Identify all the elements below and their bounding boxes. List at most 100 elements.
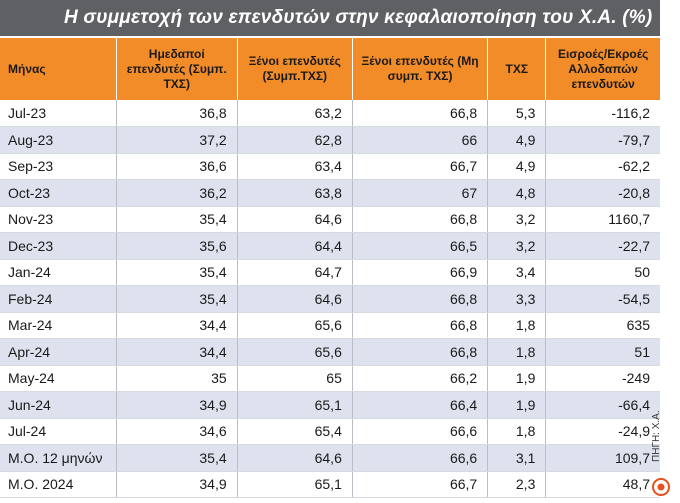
table-row: Jul-24 34,6 65,4 66,6 1,8 -24,9 <box>0 418 660 445</box>
table-row: Jun-24 34,9 65,1 66,4 1,9 -66,4 <box>0 391 660 419</box>
table-cell: 34,6 <box>116 418 238 445</box>
table-graphic: Η συμμετοχή των επενδυτών στην κεφαλαιοπ… <box>0 0 660 498</box>
table-cell: 63,8 <box>237 179 353 207</box>
table-cell: 48,7 <box>545 471 660 498</box>
table-cell: 66,7 <box>352 471 489 498</box>
table-cell: 1,8 <box>487 418 547 445</box>
table-cell: 34,9 <box>116 391 238 419</box>
header-domestic: Ημεδαποί επενδυτές (Συμπ. ΤΧΣ) <box>116 38 238 100</box>
table-cell: 5,3 <box>487 100 547 127</box>
table-cell: 66,6 <box>352 444 489 472</box>
table-cell: 35,6 <box>116 232 238 260</box>
table-cell: 4,9 <box>487 153 547 180</box>
row-label: Μ.Ο. 12 μηνών <box>0 444 117 472</box>
table-cell: 2,3 <box>487 471 547 498</box>
table-cell: 63,4 <box>237 153 353 180</box>
table-cell: 36,2 <box>116 179 238 207</box>
table-row: May-24 35 65 66,2 1,9 -249 <box>0 365 660 392</box>
row-label: Apr-24 <box>0 338 117 366</box>
table-cell: 64,7 <box>237 259 353 286</box>
table-cell: 3,2 <box>487 206 547 233</box>
row-label: Mar-24 <box>0 312 117 339</box>
table-cell: 1,9 <box>487 365 547 392</box>
table-cell: 64,4 <box>237 232 353 260</box>
table-cell: 65,4 <box>237 418 353 445</box>
table-cell: 36,6 <box>116 153 238 180</box>
table-cell: 35,4 <box>116 285 238 313</box>
row-label: Μ.Ο. 2024 <box>0 471 117 498</box>
row-label: May-24 <box>0 365 117 392</box>
table-cell: 34,9 <box>116 471 238 498</box>
table-row: Feb-24 35,4 64,6 66,8 3,3 -54,5 <box>0 285 660 313</box>
header-hfsf: ΤΧΣ <box>487 38 547 100</box>
table-cell: 66,8 <box>352 312 489 339</box>
table-cell: -24,9 <box>545 418 660 445</box>
table-cell: 3,4 <box>487 259 547 286</box>
table-row: Nov-23 35,4 64,6 66,8 3,2 1160,7 <box>0 206 660 233</box>
side-strip <box>660 0 680 503</box>
table-cell: 64,6 <box>237 444 353 472</box>
row-label: Feb-24 <box>0 285 117 313</box>
table-row: Jul-23 36,8 63,2 66,8 5,3 -116,2 <box>0 100 660 127</box>
table-cell: 1,9 <box>487 391 547 419</box>
table-cell: 66,5 <box>352 232 489 260</box>
table-row: Apr-24 34,4 65,6 66,8 1,8 51 <box>0 338 660 366</box>
table-cell: 3,2 <box>487 232 547 260</box>
row-label: Sep-23 <box>0 153 117 180</box>
table-cell: -20,8 <box>545 179 660 207</box>
table-cell: 50 <box>545 259 660 286</box>
table-cell: 63,2 <box>237 100 353 127</box>
row-label: Jan-24 <box>0 259 117 286</box>
table-cell: 34,4 <box>116 338 238 366</box>
table-cell: 35,4 <box>116 259 238 286</box>
table-cell: 66,6 <box>352 418 489 445</box>
table-row: Aug-23 37,2 62,8 66 4,9 -79,7 <box>0 126 660 154</box>
table-row: Sep-23 36,6 63,4 66,7 4,9 -62,2 <box>0 153 660 180</box>
header-foreign-excl: Ξένοι επενδυτές (Μη συμπ. ΤΧΣ) <box>352 38 489 100</box>
table-cell: 66,8 <box>352 100 489 127</box>
table-cell: 66,2 <box>352 365 489 392</box>
table-cell: -116,2 <box>545 100 660 127</box>
table-cell: 36,8 <box>116 100 238 127</box>
table-row: Oct-23 36,2 63,8 67 4,8 -20,8 <box>0 179 660 207</box>
table-cell: 66,8 <box>352 206 489 233</box>
table-cell: -22,7 <box>545 232 660 260</box>
table-cell: 64,6 <box>237 285 353 313</box>
row-label: Dec-23 <box>0 232 117 260</box>
table-title: Η συμμετοχή των επενδυτών στην κεφαλαιοπ… <box>0 0 660 36</box>
table-cell: 65,6 <box>237 338 353 366</box>
table-cell: 65 <box>237 365 353 392</box>
table-row: Mar-24 34,4 65,6 66,8 1,8 635 <box>0 312 660 339</box>
table-row: Μ.Ο. 2024 34,9 65,1 66,7 2,3 48,7 <box>0 471 660 498</box>
table-cell: 66,4 <box>352 391 489 419</box>
participation-table: Μήνας Ημεδαποί επενδυτές (Συμπ. ΤΧΣ) Ξέν… <box>0 38 660 498</box>
table-cell: 34,4 <box>116 312 238 339</box>
table-cell: 51 <box>545 338 660 366</box>
table-row: Μ.Ο. 12 μηνών 35,4 64,6 66,6 3,1 109,7 <box>0 444 660 472</box>
header-flows: Εισροές/Εκροές Αλλοδαπών επενδυτών <box>545 38 660 100</box>
table-cell: 67 <box>352 179 489 207</box>
table-cell: 1160,7 <box>545 206 660 233</box>
table-cell: 1,8 <box>487 338 547 366</box>
table-cell: 65,1 <box>237 471 353 498</box>
table-cell: -54,5 <box>545 285 660 313</box>
row-label: Jul-23 <box>0 100 117 127</box>
table-cell: -66,4 <box>545 391 660 419</box>
table-cell: 65,1 <box>237 391 353 419</box>
table-cell: 66,8 <box>352 338 489 366</box>
table-cell: -79,7 <box>545 126 660 154</box>
table-cell: 35,4 <box>116 444 238 472</box>
table-body: Jul-23 36,8 63,2 66,8 5,3 -116,2 Aug-23 37,2 62,… <box>0 100 660 498</box>
source-note: ΠΗΓΗ: Χ.Α. <box>651 410 662 462</box>
table-row: Dec-23 35,6 64,4 66,5 3,2 -22,7 <box>0 232 660 260</box>
row-label: Nov-23 <box>0 206 117 233</box>
table-cell: 35,4 <box>116 206 238 233</box>
table-cell: 65,6 <box>237 312 353 339</box>
table-cell: 635 <box>545 312 660 339</box>
table-cell: 3,3 <box>487 285 547 313</box>
table-cell: 66,7 <box>352 153 489 180</box>
table-cell: 66 <box>352 126 489 154</box>
table-cell: 4,8 <box>487 179 547 207</box>
table-header: Μήνας Ημεδαποί επενδυτές (Συμπ. ΤΧΣ) Ξέν… <box>0 38 660 100</box>
row-label: Jul-24 <box>0 418 117 445</box>
